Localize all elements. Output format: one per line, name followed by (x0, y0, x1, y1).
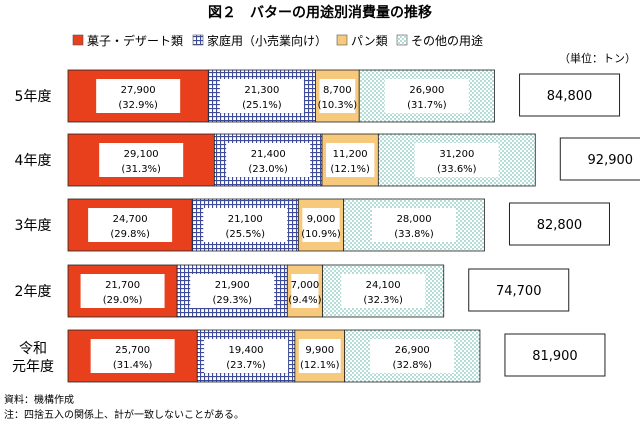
value-label-box (302, 208, 340, 242)
legend-label-0: 菓子・デザート類 (87, 33, 183, 48)
value-label-box (319, 79, 356, 113)
value-label-box (341, 274, 426, 308)
total-box (559, 137, 640, 181)
chart-legend: 菓子・デザート類 家庭用（小売業向け） パン類 その他の用途 (72, 33, 483, 48)
percent-label: (9.4%) (288, 295, 321, 306)
category-label-2: 3年度 (15, 218, 52, 234)
value-label-box (190, 274, 275, 308)
value-label-box (414, 143, 499, 177)
unit-label: （単位：トン） (559, 51, 636, 65)
legend-swatch-3 (396, 34, 408, 46)
percent-label: (10.3%) (318, 100, 358, 111)
legend-label-3: その他の用途 (411, 33, 483, 48)
percent-label: (23.7%) (226, 360, 266, 371)
value-label: 21,300 (244, 85, 279, 96)
chart-notes: 資料：機構作成 注：四捨五入の関係上、計が一致しないことがある。 (4, 393, 244, 423)
percent-label: (31.7%) (407, 100, 447, 111)
value-label-box (203, 208, 288, 242)
total-label: 84,800 (547, 89, 593, 104)
legend-label-2: パン類 (351, 34, 388, 48)
value-label-box (370, 339, 455, 373)
source-note: 資料：機構作成 (4, 395, 74, 406)
value-label-box (372, 208, 457, 242)
total-box (508, 202, 610, 246)
value-label: 25,700 (115, 345, 150, 356)
percent-label: (32.9%) (118, 100, 158, 111)
value-label: 9,900 (305, 345, 334, 356)
value-label-box (204, 339, 289, 373)
value-label: 21,400 (251, 149, 286, 160)
value-label: 26,900 (409, 85, 444, 96)
value-label: 24,100 (366, 280, 401, 291)
value-label: 8,700 (323, 85, 352, 96)
legend-swatch-2 (336, 34, 348, 46)
percent-label: (25.5%) (226, 229, 266, 240)
chart-title: 図２ バターの用途別消費量の推移 (208, 4, 432, 21)
value-label: 21,900 (215, 280, 250, 291)
value-label-box (298, 339, 341, 373)
total-box (519, 73, 621, 117)
legend-swatch-1 (192, 34, 204, 46)
value-label: 24,700 (113, 214, 148, 225)
value-label: 9,000 (307, 214, 336, 225)
percent-label: (32.8%) (393, 360, 433, 371)
total-box (504, 333, 606, 377)
value-label: 28,000 (397, 214, 432, 225)
value-label: 21,700 (105, 280, 140, 291)
value-label: 7,000 (291, 280, 320, 291)
value-label: 11,200 (333, 149, 368, 160)
percent-label: (23.0%) (248, 164, 288, 175)
value-label-box (96, 79, 181, 113)
value-label-box (90, 339, 175, 373)
percent-label: (32.3%) (363, 295, 403, 306)
value-label-box (99, 143, 184, 177)
value-label: 21,100 (228, 214, 263, 225)
value-label: 29,100 (124, 149, 159, 160)
percent-label: (29.0%) (103, 295, 143, 306)
legend-swatch-0 (72, 34, 84, 46)
total-label: 82,800 (537, 218, 583, 233)
value-label-box (226, 143, 311, 177)
percent-label: (31.3%) (121, 164, 161, 175)
value-label-box (88, 208, 173, 242)
category-label-0: 5年度 (15, 89, 52, 105)
value-label: 31,200 (439, 149, 474, 160)
percent-label: (12.1%) (300, 360, 340, 371)
value-label-box (291, 274, 319, 308)
percent-label: (31.4%) (113, 360, 153, 371)
value-label: 27,900 (121, 85, 156, 96)
percent-label: (33.6%) (437, 164, 477, 175)
footnote: 注：四捨五入の関係上、計が一致しないことがある。 (4, 410, 244, 421)
category-label-4: 令和元年度 (12, 341, 54, 375)
percent-label: (25.1%) (242, 100, 282, 111)
percent-label: (12.1%) (330, 164, 370, 175)
value-label-box (326, 143, 375, 177)
percent-label: (29.8%) (110, 229, 150, 240)
legend-label-1: 家庭用（小売業向け） (207, 33, 327, 48)
percent-label: (29.3%) (212, 295, 252, 306)
value-label-box (80, 274, 165, 308)
total-box (468, 268, 570, 312)
value-label-box (219, 79, 304, 113)
percent-label: (33.8%) (394, 229, 434, 240)
percent-label: (10.9%) (301, 229, 341, 240)
bars-group: 5年度 27,900 (32.9%) 21,300 (25.1%) 8,700 (10.3%… (12, 69, 640, 383)
total-label: 81,900 (532, 349, 578, 364)
total-label: 92,900 (588, 153, 634, 168)
category-label-3: 2年度 (15, 284, 52, 300)
value-label: 26,900 (395, 345, 430, 356)
chart-svg: 図２ バターの用途別消費量の推移 菓子・デザート類 家庭用（小売業向け） パン類 その… (12, 4, 640, 383)
value-label: 19,400 (229, 345, 264, 356)
value-label-box (384, 79, 469, 113)
category-label-1: 4年度 (15, 153, 52, 169)
total-label: 74,700 (496, 284, 542, 299)
